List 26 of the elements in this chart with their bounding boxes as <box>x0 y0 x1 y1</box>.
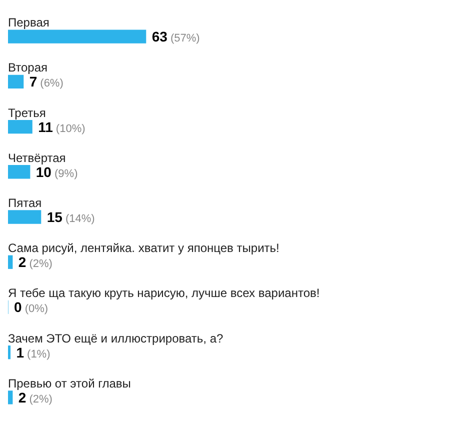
bar <box>8 210 42 224</box>
data-label: 15 (14%) <box>46 209 95 225</box>
y-tick-label: Вторая <box>8 60 48 75</box>
data-label: 63 (57%) <box>152 28 200 45</box>
bar <box>8 165 30 179</box>
data-label: 2 (2%) <box>18 389 52 406</box>
bar <box>8 120 32 134</box>
y-tick-label: Четвёртая <box>8 150 66 165</box>
bar <box>8 346 11 360</box>
data-label: 7 (6%) <box>29 74 64 90</box>
bar <box>8 74 24 88</box>
bar <box>8 390 13 404</box>
bar <box>8 30 146 44</box>
data-label: 1 (1%) <box>16 344 50 360</box>
y-tick-label: Первая <box>8 16 50 30</box>
data-label: 0 (0%) <box>14 299 48 316</box>
y-tick-label: Я тебе ща такую круть нарисую, лучше всех вариантов! <box>8 286 320 300</box>
y-tick-label: Сама рисуй, лентяйка. хватит у японцев тырить! <box>8 241 280 256</box>
data-label: 10 (9%) <box>36 164 78 180</box>
y-tick-label: Пятая <box>8 196 42 210</box>
y-tick-label: Зачем ЭТО ещё и иллюстрировать, а? <box>8 331 224 346</box>
data-label: 2 (2%) <box>18 254 52 270</box>
y-tick-label: Превью от этой главы <box>8 376 131 390</box>
data-label: 11 (10%) <box>38 118 86 135</box>
bar <box>8 255 13 269</box>
y-tick-label: Третья <box>8 106 46 120</box>
